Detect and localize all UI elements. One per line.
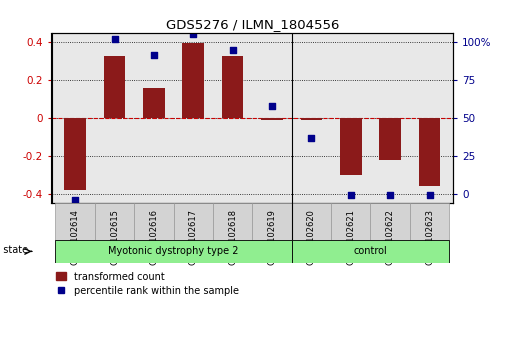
Bar (419, 118, 440, 186)
Text: GSM1102622: GSM1102622 (386, 209, 394, 265)
Bar (104, 56, 125, 118)
Bar (222, 56, 244, 118)
Bar (291, 240, 449, 263)
Text: control: control (354, 246, 387, 256)
Point (189, 32, 197, 37)
Legend: transformed count, percentile rank within the sample: transformed count, percentile rank withi… (56, 272, 239, 295)
Text: GSM1102614: GSM1102614 (71, 209, 80, 265)
Point (150, 52, 158, 58)
Bar (134, 203, 174, 240)
Title: GDS5276 / ILMN_1804556: GDS5276 / ILMN_1804556 (166, 19, 339, 32)
Point (71, 197, 79, 203)
Text: GSM1102618: GSM1102618 (228, 209, 237, 265)
Bar (143, 87, 165, 118)
Bar (410, 203, 449, 240)
Bar (380, 118, 401, 160)
Point (425, 192, 434, 197)
Point (268, 103, 276, 109)
Bar (291, 203, 331, 240)
Text: GSM1102619: GSM1102619 (267, 209, 277, 265)
Bar (340, 118, 362, 175)
Text: GSM1102623: GSM1102623 (425, 209, 434, 265)
Point (386, 192, 394, 197)
Text: Myotonic dystrophy type 2: Myotonic dystrophy type 2 (108, 246, 239, 256)
Bar (64, 118, 86, 190)
Text: GSM1102617: GSM1102617 (189, 209, 198, 265)
Bar (301, 118, 322, 120)
Point (110, 37, 118, 42)
Point (307, 135, 316, 141)
Bar (174, 203, 213, 240)
Bar (213, 203, 252, 240)
Bar (331, 203, 370, 240)
Bar (252, 203, 291, 240)
Bar (56, 240, 291, 263)
Bar (261, 118, 283, 120)
Point (347, 192, 355, 197)
Bar (56, 203, 95, 240)
Text: GSM1102615: GSM1102615 (110, 209, 119, 265)
Point (229, 47, 237, 53)
Text: GSM1102620: GSM1102620 (307, 209, 316, 265)
Text: disease state: disease state (0, 245, 28, 255)
Bar (95, 203, 134, 240)
Bar (182, 43, 204, 118)
Text: GSM1102616: GSM1102616 (149, 209, 159, 265)
Text: GSM1102621: GSM1102621 (346, 209, 355, 265)
Bar (370, 203, 410, 240)
